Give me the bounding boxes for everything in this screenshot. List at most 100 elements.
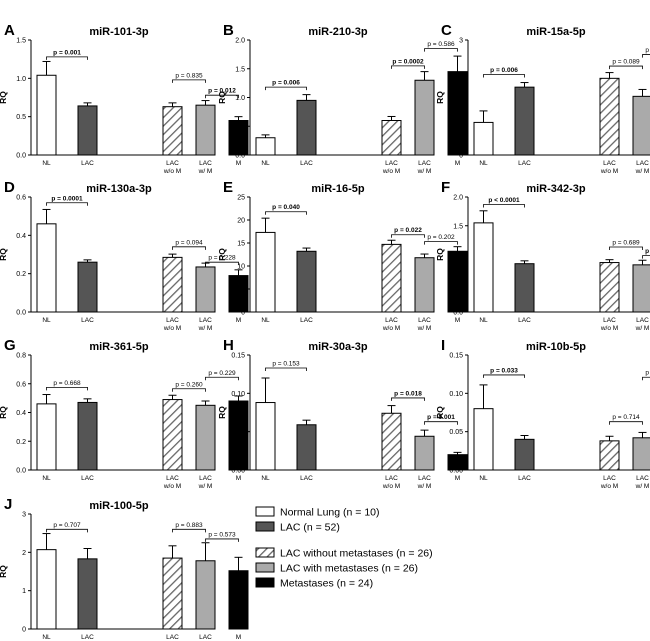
category-label: LAC — [300, 475, 313, 482]
y-tick-label: 1.5 — [16, 38, 26, 45]
p-value-label: p = 0.668 — [53, 380, 81, 387]
category-label: NL — [42, 475, 51, 482]
y-tick-label: 0.10 — [231, 391, 245, 398]
y-axis-label: RQ — [217, 248, 227, 261]
category-label: NL — [479, 160, 488, 167]
comparison-bracket — [391, 65, 425, 69]
y-tick-label: 0.00 — [231, 468, 245, 475]
y-tick-label: 2.0 — [235, 38, 245, 45]
category-label: LAC — [81, 634, 94, 641]
y-tick-label: 1.5 — [235, 66, 245, 73]
y-tick-label: 15 — [237, 241, 245, 248]
panel-letter: F — [441, 179, 450, 196]
p-value-label: p = 0.033 — [490, 367, 518, 374]
y-tick-label: 20 — [237, 218, 245, 225]
category-label: M — [236, 634, 241, 641]
comparison-bracket — [46, 528, 88, 533]
bar-m — [447, 71, 468, 156]
panel-title: miR-210-3p — [308, 26, 368, 38]
comparison-bracket — [609, 246, 643, 251]
y-tick-label: 3 — [459, 38, 463, 45]
y-tick-label: 0.15 — [449, 353, 463, 360]
legend-label: LAC without metastases (n = 26) — [280, 548, 433, 560]
comparison-bracket — [609, 65, 643, 70]
y-tick-label: 0.0 — [235, 153, 245, 160]
p-value-label: p = 0.0002 — [392, 58, 424, 65]
y-axis-label: RQ — [0, 248, 8, 261]
comparison-bracket — [642, 255, 650, 259]
y-axis-label: RQ — [435, 406, 445, 419]
legend-swatch — [255, 506, 275, 517]
legend-item: Normal Lung (n = 10) — [255, 506, 380, 519]
y-axis-label: RQ — [217, 406, 227, 419]
panel-title: miR-16-5p — [311, 183, 364, 195]
p-value-label: p = 0.586 — [427, 41, 455, 48]
bar-lac — [77, 401, 98, 471]
bar-lacw — [632, 264, 650, 313]
panel-letter: D — [4, 179, 15, 196]
category-label: M — [455, 317, 460, 324]
bar-lac — [296, 424, 317, 471]
comparison-bracket — [46, 56, 88, 60]
y-tick-label: 1 — [459, 114, 463, 121]
y-tick-label: 0.4 — [16, 410, 26, 417]
category-label: LAC — [81, 317, 94, 324]
legend-item: LAC (n = 52) — [255, 521, 340, 534]
panel-title: miR-130a-3p — [86, 183, 152, 195]
p-value-label: p = 0.714 — [612, 414, 640, 421]
y-tick-label: 0 — [22, 627, 26, 634]
bar-lacwo — [162, 399, 183, 471]
bar-nl — [36, 403, 57, 471]
comparison-bracket — [205, 94, 239, 99]
category-label: LAC — [300, 317, 313, 324]
comparison-bracket — [172, 388, 206, 392]
p-value-label: p = 0.228 — [208, 255, 236, 262]
y-tick-label: 3 — [22, 512, 26, 519]
y-axis-label: RQ — [217, 91, 227, 104]
y-tick-label: 0.4 — [16, 233, 26, 240]
y-tick-label: 0.0 — [16, 153, 26, 160]
y-tick-label: 0.00 — [449, 468, 463, 475]
y-tick-label: 0.5 — [16, 114, 26, 121]
comparison-bracket — [391, 397, 425, 401]
p-value-label: p = 0.573 — [208, 531, 236, 538]
p-value-label: p = 0.001 — [53, 49, 81, 56]
category-label: M — [236, 475, 241, 482]
bar-nl — [473, 222, 494, 313]
bar-lacwo — [599, 262, 620, 313]
comparison-bracket — [172, 528, 206, 533]
y-tick-label: 0.15 — [231, 353, 245, 360]
p-value-label: p = 0.234 — [645, 370, 650, 377]
legend-swatch — [255, 562, 275, 573]
panel-letter: G — [4, 337, 16, 354]
panel-title: miR-30a-3p — [308, 341, 368, 353]
bar-lacwo — [599, 77, 620, 156]
comparison-bracket — [265, 86, 307, 91]
comparison-bracket — [205, 376, 239, 381]
y-tick-label: 5 — [241, 287, 245, 294]
y-axis-label: RQ — [435, 248, 445, 261]
bar-lacw — [632, 437, 650, 471]
bar-lacwo — [162, 106, 183, 156]
category-label: NL — [261, 160, 270, 167]
bar-nl — [473, 408, 494, 471]
y-tick-label: 0.5 — [453, 281, 463, 288]
p-value-label: p = 0.089 — [612, 59, 640, 66]
y-tick-label: 2 — [22, 550, 26, 557]
category-label: M — [455, 160, 460, 167]
y-tick-label: 0.2 — [16, 439, 26, 446]
